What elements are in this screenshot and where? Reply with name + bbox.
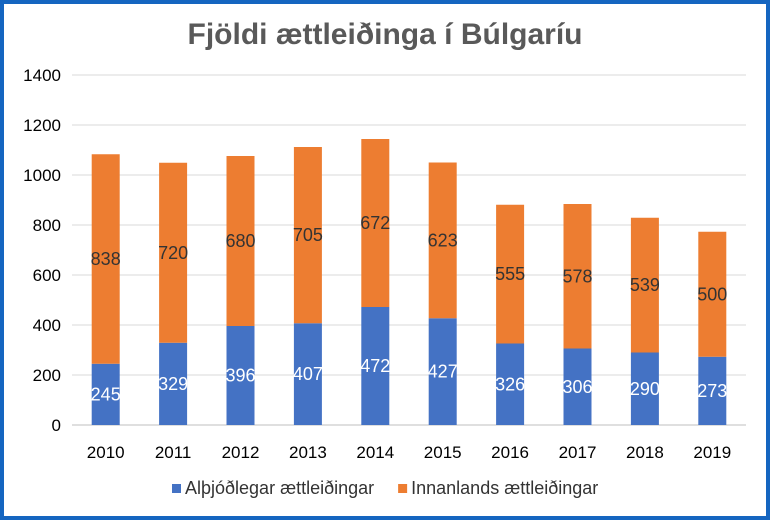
data-labels: 245 838 329 720 396 680 407 705 472 672 427 623 326 5…: [91, 213, 728, 404]
data-label: 838: [91, 249, 121, 269]
data-label: 427: [428, 362, 458, 382]
legend: Alþjóðlegar ættleiðingar Innanlands ættle…: [172, 478, 598, 498]
data-label: 720: [158, 243, 188, 263]
bar-segment: [91, 363, 120, 425]
data-label: 273: [697, 381, 727, 401]
bar-segment: [698, 231, 727, 357]
legend-label: Innanlands ættleiðingar: [411, 478, 598, 498]
bar-segment: [630, 352, 659, 425]
data-label: 555: [495, 264, 525, 284]
bar-segment: [563, 348, 592, 425]
data-label: 472: [360, 356, 390, 376]
bars: [91, 139, 727, 425]
y-tick-label: 1200: [23, 116, 61, 135]
x-tick-label: 2015: [424, 443, 462, 462]
bar-segment: [91, 154, 120, 364]
legend-swatch: [172, 484, 181, 493]
legend-item: Alþjóðlegar ættleiðingar: [172, 478, 374, 498]
bar-segment: [361, 307, 390, 425]
bar-segment: [226, 156, 255, 326]
x-tick-label: 2014: [356, 443, 394, 462]
legend-swatch: [398, 484, 408, 493]
x-tick-label: 2019: [693, 443, 731, 462]
x-tick-label: 2012: [222, 443, 260, 462]
y-tick-label: 200: [33, 366, 61, 385]
bar-chart: Fjöldi ættleiðinga í Búlgaríu 0 200 400 600…: [23, 18, 746, 498]
y-tick-label: 0: [52, 416, 61, 435]
data-label: 306: [562, 377, 592, 397]
chart-title: Fjöldi ættleiðinga í Búlgaríu: [188, 18, 583, 51]
y-tick-label: 600: [33, 266, 61, 285]
y-tick-label: 800: [33, 216, 61, 235]
data-label: 705: [293, 225, 323, 245]
bar-segment: [361, 139, 390, 307]
bar-segment: [496, 204, 525, 344]
bar-segment: [630, 217, 659, 353]
x-tick-label: 2010: [87, 443, 125, 462]
y-axis: 0 200 400 600 800 1000 1200 1400: [23, 66, 61, 435]
x-tick-label: 2013: [289, 443, 327, 462]
data-label: 407: [293, 364, 323, 384]
data-label: 623: [428, 230, 458, 250]
bar-segment: [293, 147, 322, 324]
data-label: 500: [697, 284, 727, 304]
bar-segment: [293, 323, 322, 425]
data-label: 680: [225, 231, 255, 251]
x-tick-label: 2017: [559, 443, 597, 462]
bar-segment: [159, 162, 188, 343]
x-tick-label: 2011: [155, 443, 192, 462]
y-tick-label: 1400: [23, 66, 61, 85]
data-label: 326: [495, 374, 525, 394]
data-label: 672: [360, 213, 390, 233]
bar-segment: [698, 356, 727, 425]
bar-segment: [159, 342, 188, 425]
data-label: 245: [91, 384, 121, 404]
bar-segment: [428, 318, 457, 425]
y-tick-label: 1000: [23, 166, 61, 185]
data-label: 539: [630, 275, 660, 295]
bar-segment: [226, 326, 255, 425]
data-label: 578: [562, 266, 592, 286]
x-axis: 2010 2011 2012 2013 2014 2015 2016 2017 2018 2019: [87, 443, 731, 462]
data-label: 396: [225, 366, 255, 386]
x-tick-label: 2016: [491, 443, 529, 462]
bar-segment: [428, 162, 457, 319]
y-tick-label: 400: [33, 316, 61, 335]
legend-label: Alþjóðlegar ættleiðingar: [185, 478, 374, 498]
bar-segment: [563, 204, 592, 349]
x-tick-label: 2018: [626, 443, 664, 462]
legend-item: Innanlands ættleiðingar: [398, 478, 598, 498]
data-label: 290: [630, 379, 660, 399]
data-label: 329: [158, 374, 188, 394]
bar-segment: [496, 343, 525, 425]
